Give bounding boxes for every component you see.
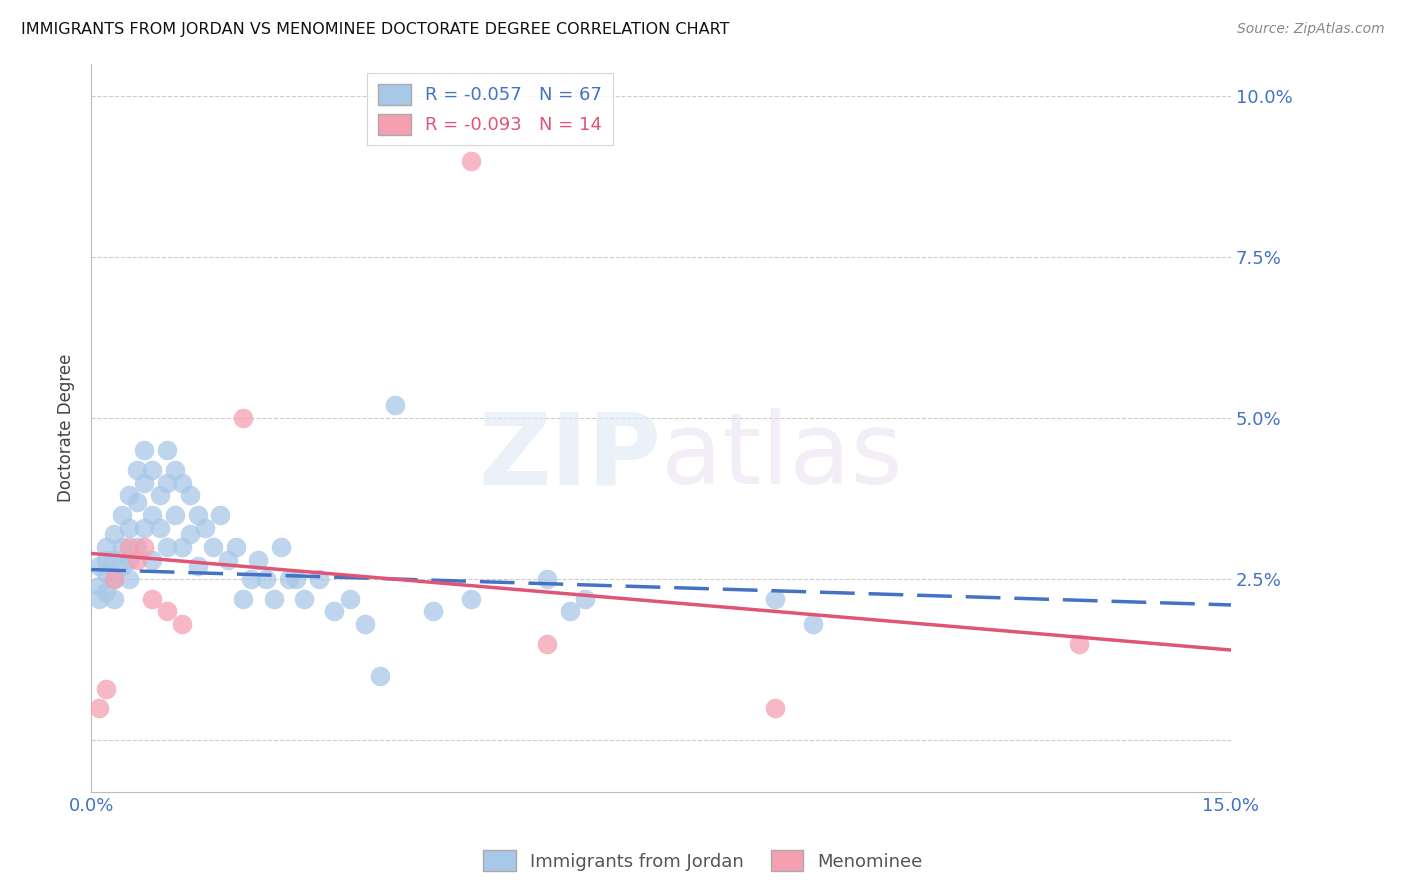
Point <box>194 521 217 535</box>
Point <box>110 559 132 574</box>
Point <box>292 591 315 606</box>
Point <box>118 521 141 535</box>
Point <box>148 488 170 502</box>
Point <box>118 488 141 502</box>
Point <box>460 153 482 168</box>
Point <box>103 527 125 541</box>
Point <box>801 617 824 632</box>
Point <box>422 604 444 618</box>
Point <box>270 540 292 554</box>
Point <box>134 540 156 554</box>
Point <box>125 463 148 477</box>
Point <box>225 540 247 554</box>
Point <box>141 463 163 477</box>
Legend: R = -0.057   N = 67, R = -0.093   N = 14: R = -0.057 N = 67, R = -0.093 N = 14 <box>367 73 613 145</box>
Point <box>110 540 132 554</box>
Point <box>87 701 110 715</box>
Point <box>536 637 558 651</box>
Text: IMMIGRANTS FROM JORDAN VS MENOMINEE DOCTORATE DEGREE CORRELATION CHART: IMMIGRANTS FROM JORDAN VS MENOMINEE DOCT… <box>21 22 730 37</box>
Point <box>239 572 262 586</box>
Point <box>308 572 330 586</box>
Point <box>384 398 406 412</box>
Point <box>460 591 482 606</box>
Point <box>125 553 148 567</box>
Point <box>172 475 194 490</box>
Point <box>134 443 156 458</box>
Point <box>558 604 581 618</box>
Point <box>87 559 110 574</box>
Point <box>172 540 194 554</box>
Point <box>277 572 299 586</box>
Point <box>232 591 254 606</box>
Point <box>96 585 118 599</box>
Point <box>247 553 270 567</box>
Text: Source: ZipAtlas.com: Source: ZipAtlas.com <box>1237 22 1385 37</box>
Point <box>156 475 179 490</box>
Point <box>179 527 201 541</box>
Point <box>156 443 179 458</box>
Point <box>96 681 118 696</box>
Point <box>118 553 141 567</box>
Point <box>217 553 239 567</box>
Point <box>96 540 118 554</box>
Point <box>172 617 194 632</box>
Point <box>232 411 254 425</box>
Point <box>285 572 308 586</box>
Point <box>163 463 186 477</box>
Point <box>263 591 285 606</box>
Point <box>156 604 179 618</box>
Point <box>141 553 163 567</box>
Point <box>134 475 156 490</box>
Point <box>353 617 375 632</box>
Point <box>87 591 110 606</box>
Point <box>368 669 391 683</box>
Point <box>103 591 125 606</box>
Point <box>179 488 201 502</box>
Point <box>148 521 170 535</box>
Point <box>763 591 786 606</box>
Point <box>118 572 141 586</box>
Point <box>110 508 132 522</box>
Point <box>323 604 346 618</box>
Point <box>574 591 596 606</box>
Point <box>141 591 163 606</box>
Point <box>1067 637 1090 651</box>
Point <box>209 508 232 522</box>
Point <box>156 540 179 554</box>
Legend: Immigrants from Jordan, Menominee: Immigrants from Jordan, Menominee <box>475 843 931 879</box>
Text: ZIP: ZIP <box>478 409 661 506</box>
Point <box>125 540 148 554</box>
Point <box>254 572 277 586</box>
Point <box>339 591 361 606</box>
Y-axis label: Doctorate Degree: Doctorate Degree <box>58 354 75 502</box>
Point <box>134 521 156 535</box>
Point <box>87 579 110 593</box>
Point <box>536 572 558 586</box>
Point <box>125 495 148 509</box>
Point <box>118 540 141 554</box>
Point <box>103 553 125 567</box>
Point <box>186 559 208 574</box>
Point <box>186 508 208 522</box>
Point <box>163 508 186 522</box>
Point <box>96 566 118 580</box>
Point <box>763 701 786 715</box>
Point <box>103 572 125 586</box>
Point <box>103 572 125 586</box>
Point <box>141 508 163 522</box>
Text: atlas: atlas <box>661 409 903 506</box>
Point <box>96 553 118 567</box>
Point <box>201 540 224 554</box>
